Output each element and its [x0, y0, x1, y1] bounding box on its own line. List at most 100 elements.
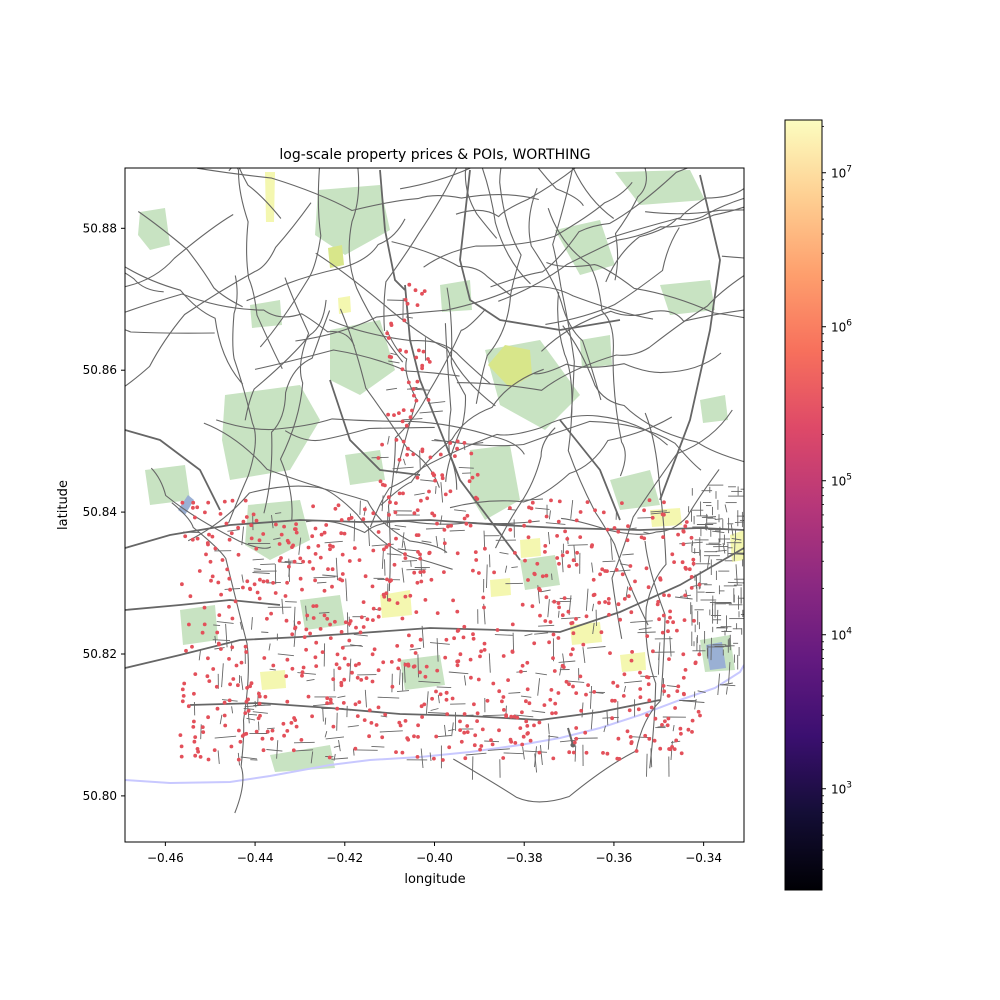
property-point — [676, 532, 680, 537]
property-point — [340, 552, 345, 557]
street — [650, 511, 670, 515]
street — [537, 678, 541, 696]
property-point — [443, 492, 448, 497]
property-point — [248, 587, 253, 592]
street — [562, 653, 565, 666]
property-point — [419, 579, 424, 584]
property-point — [584, 692, 588, 697]
coastline — [125, 664, 744, 785]
property-point — [285, 729, 290, 733]
property-point — [471, 568, 475, 573]
property-point — [448, 441, 453, 445]
street — [402, 418, 423, 421]
property-point — [217, 613, 222, 617]
street — [511, 566, 518, 569]
rural-road — [528, 187, 602, 401]
street — [349, 658, 352, 682]
property-point — [228, 682, 233, 687]
arterial-road — [125, 429, 221, 511]
property-point — [328, 543, 332, 548]
street — [534, 632, 549, 635]
property-point — [328, 547, 332, 552]
street — [231, 706, 234, 714]
street — [403, 540, 407, 551]
rural-road — [541, 309, 744, 352]
property-point — [551, 656, 555, 660]
property-point — [667, 747, 671, 751]
property-point — [689, 586, 694, 590]
property-point — [254, 546, 259, 551]
property-point — [206, 757, 211, 762]
x-axis-ticks: −0.46 −0.44 −0.42 −0.40 −0.38 −0.36 −0.34 — [147, 842, 722, 865]
property-point — [231, 677, 236, 681]
street — [435, 735, 452, 738]
property-point — [322, 588, 327, 593]
property-point — [667, 657, 671, 661]
property-point — [195, 747, 200, 751]
rural-road — [315, 252, 496, 407]
property-point — [435, 668, 440, 673]
property-point — [314, 664, 319, 668]
property-point — [627, 708, 632, 713]
property-point — [316, 544, 321, 548]
street — [322, 574, 339, 577]
property-point — [257, 694, 262, 699]
property-point — [390, 684, 395, 689]
rural-road — [449, 416, 673, 509]
property-point — [334, 662, 339, 667]
rural-road — [547, 208, 626, 477]
property-point — [353, 663, 358, 668]
property-point — [574, 691, 579, 695]
property-point — [371, 548, 376, 553]
property-point — [363, 574, 368, 579]
street — [630, 620, 653, 623]
rural-road — [552, 168, 575, 417]
property-point — [661, 613, 666, 618]
property-point — [331, 677, 336, 682]
rural-road — [455, 168, 577, 218]
property-point — [249, 523, 254, 528]
property-point — [377, 607, 382, 611]
property-point — [653, 716, 658, 721]
property-point — [698, 713, 702, 718]
property-point — [265, 579, 270, 583]
property-point — [584, 614, 589, 619]
property-point — [532, 723, 536, 728]
property-point — [415, 508, 420, 512]
street — [427, 712, 449, 714]
rural-road — [475, 168, 522, 404]
property-point — [561, 665, 566, 669]
property-point — [313, 552, 318, 556]
property-point — [650, 515, 655, 520]
property-point — [261, 532, 266, 536]
street — [212, 639, 231, 642]
street — [266, 749, 283, 752]
arterial-road — [379, 169, 406, 291]
property-point — [639, 535, 644, 540]
property-point — [358, 630, 363, 635]
property-point — [652, 738, 657, 743]
property-point — [567, 750, 572, 755]
property-point — [501, 654, 506, 658]
property-point — [306, 694, 311, 699]
property-point — [574, 562, 579, 567]
property-point — [261, 579, 266, 584]
street — [403, 458, 406, 466]
property-point — [429, 577, 434, 582]
property-point — [401, 408, 406, 412]
property-point — [622, 672, 627, 677]
street — [585, 588, 589, 611]
x-tick-label: −0.44 — [237, 851, 274, 865]
street — [448, 671, 469, 675]
property-point — [251, 512, 256, 517]
street — [589, 685, 593, 709]
street — [454, 509, 467, 512]
property-point — [521, 734, 526, 739]
property-point — [325, 701, 329, 706]
property-point — [370, 679, 375, 684]
property-point — [314, 640, 319, 645]
property-point — [689, 535, 694, 540]
property-point — [459, 739, 464, 744]
property-point — [357, 700, 362, 704]
rural-road — [606, 187, 744, 240]
